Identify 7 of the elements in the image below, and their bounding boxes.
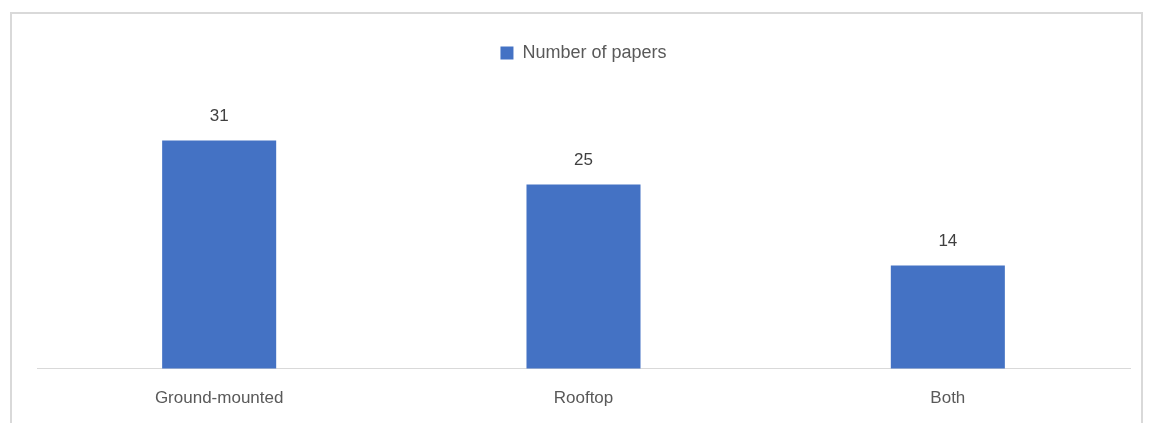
x-tick-label: Ground-mounted <box>154 388 284 408</box>
legend-label: Number of papers <box>522 41 667 62</box>
data-label: 25 <box>574 149 593 169</box>
data-label: 31 <box>209 105 229 125</box>
data-label: 14 <box>938 230 958 250</box>
x-tick-label: Both <box>930 388 966 408</box>
x-tick-label: Rooftop <box>553 388 614 408</box>
